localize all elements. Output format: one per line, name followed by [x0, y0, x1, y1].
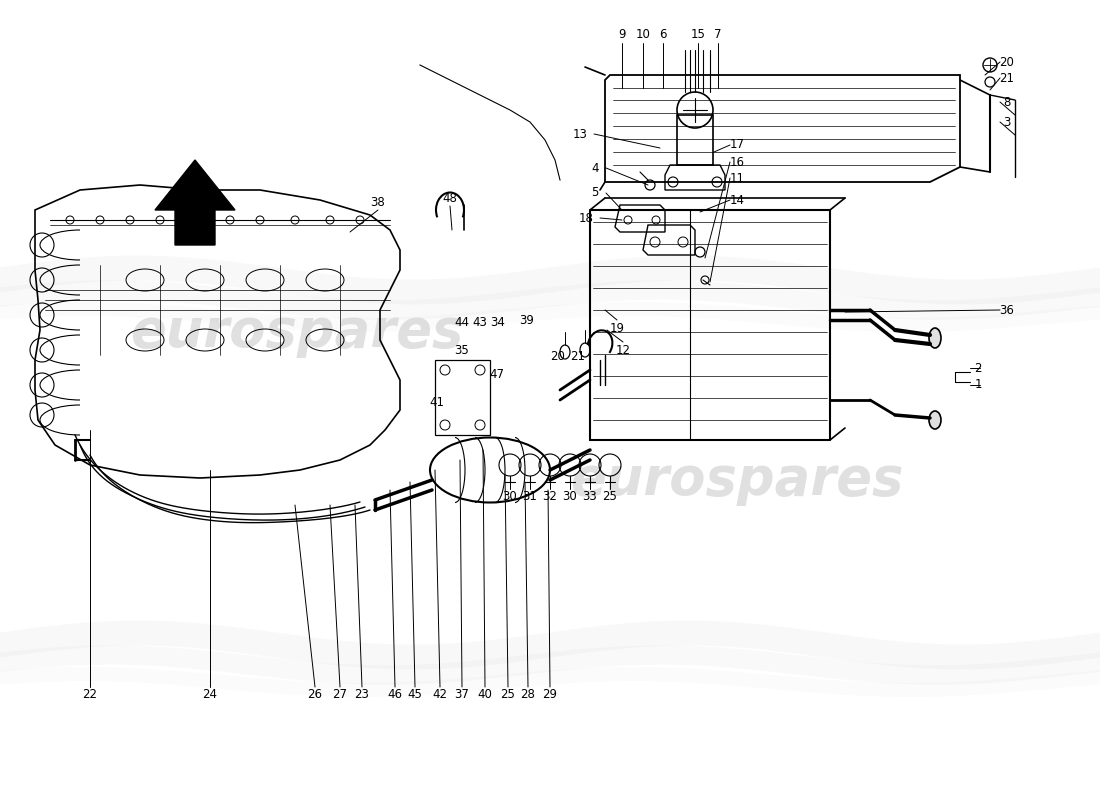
Text: 45: 45: [408, 689, 422, 702]
Text: 40: 40: [477, 689, 493, 702]
Text: 35: 35: [454, 343, 470, 357]
Text: 7: 7: [714, 29, 722, 42]
Text: 8: 8: [1003, 95, 1011, 109]
Text: 3: 3: [1003, 115, 1011, 129]
Text: 28: 28: [520, 689, 536, 702]
Text: 16: 16: [729, 155, 745, 169]
Text: 31: 31: [522, 490, 538, 503]
Bar: [676, 115, 713, 165]
Text: 14: 14: [729, 194, 745, 206]
Text: 11: 11: [729, 171, 745, 185]
Text: 43: 43: [473, 315, 487, 329]
Text: 9: 9: [618, 29, 626, 42]
Text: 39: 39: [519, 314, 535, 326]
Text: 19: 19: [609, 322, 625, 334]
Text: 2: 2: [975, 362, 981, 374]
Text: 48: 48: [442, 191, 458, 205]
Text: eurospares: eurospares: [130, 306, 464, 358]
Text: 15: 15: [691, 29, 705, 42]
Text: 5: 5: [592, 186, 598, 199]
Text: 20: 20: [551, 350, 565, 363]
Text: 26: 26: [308, 689, 322, 702]
Text: 21: 21: [1000, 71, 1014, 85]
Text: 36: 36: [1000, 303, 1014, 317]
Text: 37: 37: [454, 689, 470, 702]
Text: 17: 17: [729, 138, 745, 151]
Text: 1: 1: [975, 378, 981, 391]
Text: 25: 25: [500, 689, 516, 702]
Text: 34: 34: [491, 315, 505, 329]
Text: 10: 10: [636, 29, 650, 42]
Text: 13: 13: [573, 127, 587, 141]
Text: 32: 32: [542, 490, 558, 503]
Text: 27: 27: [332, 689, 348, 702]
Text: 30: 30: [562, 490, 578, 503]
Text: 29: 29: [542, 689, 558, 702]
Text: 25: 25: [603, 490, 617, 503]
Text: 20: 20: [1000, 55, 1014, 69]
Bar: [434, 360, 490, 435]
Text: 12: 12: [616, 343, 630, 357]
Text: 41: 41: [429, 395, 444, 409]
Text: 18: 18: [579, 211, 593, 225]
Polygon shape: [155, 160, 235, 245]
Text: 30: 30: [503, 490, 517, 503]
Text: 38: 38: [371, 195, 385, 209]
Text: 46: 46: [387, 689, 403, 702]
Text: 24: 24: [202, 689, 218, 702]
Text: 22: 22: [82, 689, 98, 702]
Text: 21: 21: [571, 350, 585, 363]
Text: 6: 6: [659, 29, 667, 42]
Text: 33: 33: [583, 490, 597, 503]
Text: 47: 47: [490, 369, 505, 382]
Ellipse shape: [930, 328, 940, 348]
Text: 42: 42: [432, 689, 448, 702]
Text: 23: 23: [354, 689, 370, 702]
Text: eurospares: eurospares: [570, 454, 904, 506]
Text: 44: 44: [454, 315, 470, 329]
Text: 4: 4: [592, 162, 598, 174]
Ellipse shape: [930, 411, 940, 429]
